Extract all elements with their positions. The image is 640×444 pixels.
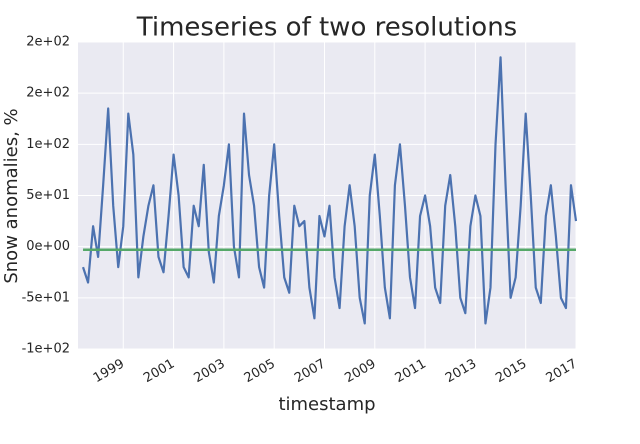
y-tick-label: 2e+02	[26, 35, 70, 50]
x-tick-label: 2013	[443, 357, 479, 387]
series-line	[81, 56, 578, 325]
y-axis-label: Snow anomalies, %	[1, 108, 22, 283]
y-tick-label: 1e+02	[26, 137, 70, 152]
x-tick-label: 2007	[292, 357, 328, 387]
y-tick-label: 5e+01	[26, 188, 70, 203]
x-tick-label: 2011	[393, 357, 429, 387]
y-tick-label: -5e+01	[22, 290, 70, 305]
y-tick-label: -1e+02	[22, 342, 70, 357]
x-tick-label: 2001	[141, 357, 177, 387]
chart-title: Timeseries of two resolutions	[136, 13, 517, 43]
y-tick-label: 2e+02	[26, 86, 70, 101]
x-tick-label: 2017	[544, 357, 580, 387]
x-axis-label: timestamp	[278, 394, 375, 415]
y-tick-label: 0e+00	[26, 239, 70, 254]
x-tick-label: 2005	[242, 357, 278, 387]
x-tick-label: 2015	[493, 357, 529, 387]
x-tick-label: 2009	[342, 357, 378, 387]
x-tick-label: 1999	[91, 357, 127, 387]
x-tick-label: 2003	[191, 357, 227, 387]
